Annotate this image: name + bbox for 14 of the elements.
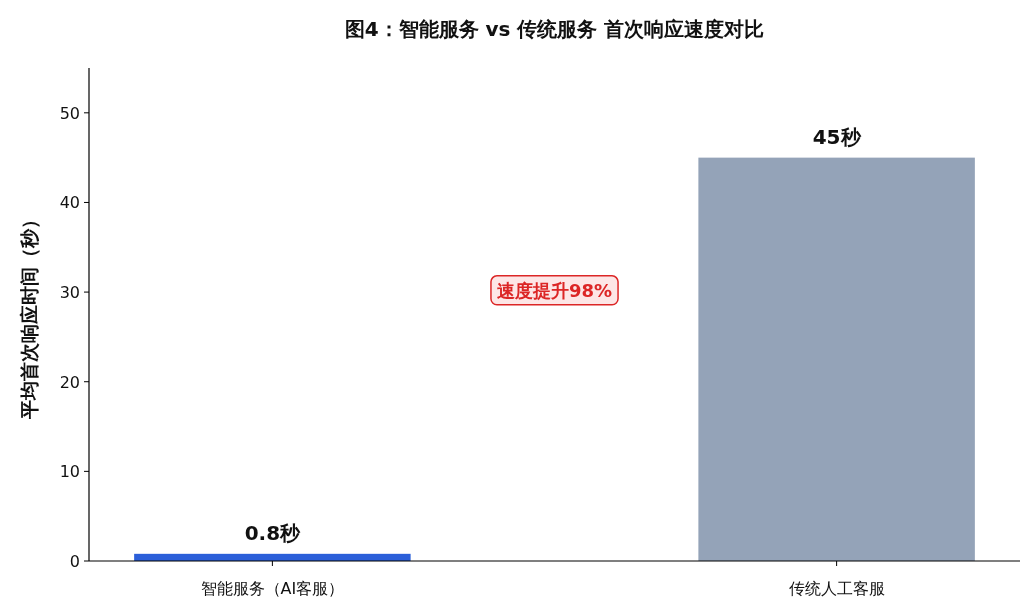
data-label: 0.8秒	[244, 520, 302, 545]
y-tick-label: 40	[59, 193, 80, 213]
annotation: 速度提升98%	[496, 279, 613, 301]
y-tick-label: 0	[69, 552, 80, 571]
x-tick-label: 传统人工客服	[788, 579, 885, 598]
y-tick-label: 30	[59, 283, 80, 303]
y-tick-label: 50	[59, 103, 80, 123]
annotation: 速度提升98%	[490, 275, 619, 306]
y-axis-title: 平均首次响应时间（秒）	[18, 210, 40, 420]
data-label: 45秒	[812, 124, 862, 149]
x-tick-label: 智能服务（AI客服）	[200, 579, 345, 598]
chart-title: 图4：智能服务 vs 传统服务 首次响应速度对比	[344, 17, 765, 41]
y-tick-label: 20	[59, 372, 80, 392]
y-tick-label: 10	[59, 462, 80, 482]
